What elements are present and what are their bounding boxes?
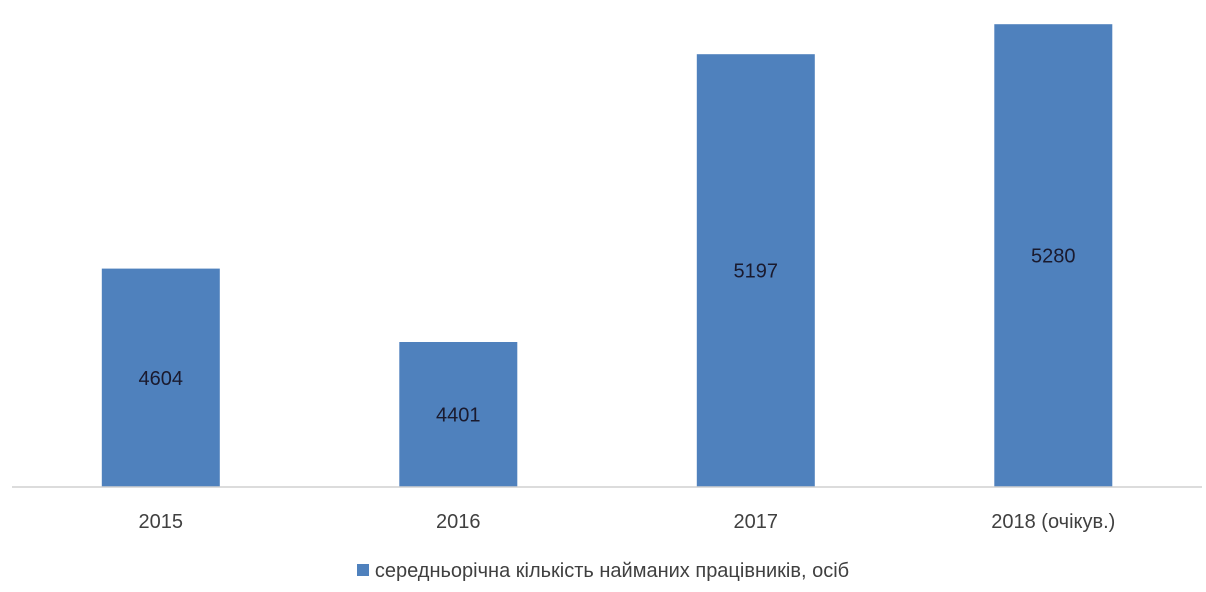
legend: середньорічна кількість найманих працівн… — [0, 560, 1206, 583]
legend-swatch — [356, 564, 369, 576]
x-tick-label: 2016 — [436, 511, 481, 533]
bar — [994, 24, 1113, 487]
bar — [399, 342, 518, 487]
data-label: 5280 — [1031, 246, 1076, 268]
data-label: 4604 — [139, 368, 184, 390]
data-label: 4401 — [436, 405, 481, 427]
x-tick-label: 2015 — [139, 511, 184, 533]
x-tick-label: 2017 — [734, 511, 779, 533]
bar — [101, 268, 220, 487]
bar-chart: 4604 2015 4401 2016 5197 2017 5280 2018 (очікув… — [12, 24, 1202, 533]
bar — [696, 54, 815, 487]
data-label: 5197 — [734, 261, 779, 283]
x-tick-label: 2018 (очікув.) — [991, 511, 1115, 533]
legend-label: середньорічна кількість найманих працівн… — [374, 560, 850, 582]
